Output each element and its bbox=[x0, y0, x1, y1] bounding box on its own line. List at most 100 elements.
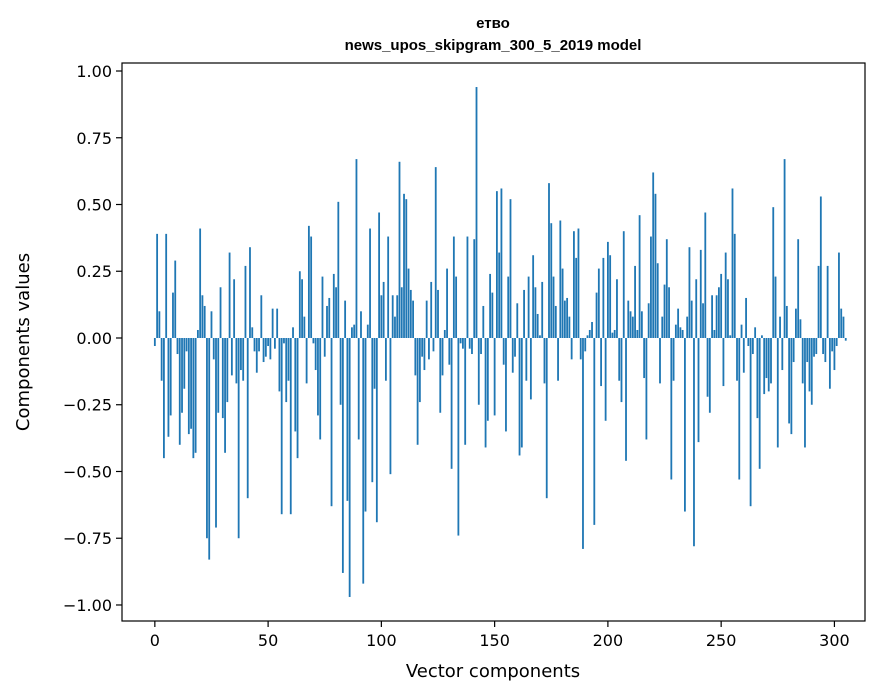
bar-component-256 bbox=[733, 233, 736, 338]
bar-component-81 bbox=[337, 201, 340, 338]
bar-component-172 bbox=[543, 338, 546, 384]
y-tick-label: 1.00 bbox=[76, 62, 112, 81]
bar-component-47 bbox=[260, 295, 263, 338]
bar-component-276 bbox=[779, 316, 781, 338]
bar-component-159 bbox=[514, 338, 516, 357]
bar-component-304 bbox=[842, 316, 845, 338]
bar-component-247 bbox=[713, 329, 716, 338]
bar-component-259 bbox=[740, 324, 743, 338]
bar-component-150 bbox=[493, 338, 496, 416]
bar-component-110 bbox=[403, 193, 405, 338]
bar-component-131 bbox=[450, 338, 453, 469]
y-tick-label: 0.50 bbox=[76, 196, 112, 215]
bar-component-224 bbox=[661, 316, 664, 338]
bar-component-257 bbox=[736, 338, 738, 381]
bar-component-21 bbox=[201, 295, 204, 338]
bar-component-152 bbox=[498, 252, 501, 338]
bar-component-1 bbox=[156, 233, 159, 338]
bar-component-237 bbox=[690, 300, 693, 338]
bar-component-118 bbox=[421, 338, 424, 357]
x-axis-label: Vector components bbox=[406, 661, 580, 682]
bar-component-211 bbox=[631, 316, 634, 338]
bar-component-54 bbox=[276, 308, 279, 338]
bar-component-19 bbox=[196, 329, 199, 338]
bar-component-270 bbox=[765, 338, 768, 379]
y-tick-label: 0.00 bbox=[76, 329, 112, 348]
bar-component-299 bbox=[831, 338, 834, 352]
bar-component-220 bbox=[652, 172, 655, 338]
bar-component-28 bbox=[217, 338, 220, 413]
bar-component-177 bbox=[554, 305, 557, 338]
bar-component-206 bbox=[620, 338, 623, 403]
bar-component-279 bbox=[785, 305, 788, 338]
bar-component-234 bbox=[684, 338, 686, 512]
bar-component-209 bbox=[627, 300, 630, 338]
bar-component-108 bbox=[398, 161, 401, 338]
plot-frame bbox=[121, 62, 866, 622]
x-tick-label: 0 bbox=[150, 631, 160, 650]
x-tick-label: 200 bbox=[593, 631, 624, 650]
bar-component-102 bbox=[384, 338, 387, 381]
bar-component-124 bbox=[434, 167, 437, 338]
bar-component-144 bbox=[480, 338, 482, 355]
bar-component-49 bbox=[264, 338, 267, 357]
bar-component-73 bbox=[319, 338, 322, 440]
bar-component-198 bbox=[602, 257, 605, 338]
bar-component-51 bbox=[269, 338, 272, 360]
bar-component-163 bbox=[523, 289, 525, 338]
bar-component-277 bbox=[781, 338, 784, 371]
bar-component-240 bbox=[697, 338, 700, 443]
bar-component-114 bbox=[412, 300, 414, 338]
bar-component-112 bbox=[407, 268, 410, 338]
bar-component-115 bbox=[414, 338, 417, 376]
bar-component-70 bbox=[312, 338, 315, 344]
chart-title: етво bbox=[476, 15, 510, 32]
bar-component-132 bbox=[452, 236, 455, 338]
bar-component-148 bbox=[489, 273, 492, 338]
bar-component-85 bbox=[346, 338, 349, 501]
bar-component-41 bbox=[246, 338, 249, 499]
bar-component-162 bbox=[520, 338, 523, 448]
bar-component-228 bbox=[670, 338, 673, 480]
bar-component-153 bbox=[500, 188, 503, 338]
bar-component-258 bbox=[738, 338, 741, 480]
bar-component-174 bbox=[548, 183, 550, 338]
bar-component-187 bbox=[577, 228, 580, 338]
bar-component-203 bbox=[613, 329, 616, 338]
bar-component-157 bbox=[509, 199, 512, 338]
bar-component-260 bbox=[742, 338, 745, 373]
bar-component-122 bbox=[430, 281, 433, 338]
bar-component-225 bbox=[663, 284, 666, 338]
bar-component-84 bbox=[344, 300, 347, 338]
bar-component-133 bbox=[455, 276, 458, 338]
bar-component-192 bbox=[588, 329, 591, 338]
bar-component-251 bbox=[722, 338, 725, 387]
bar-component-202 bbox=[611, 332, 614, 338]
bar-component-16 bbox=[190, 338, 192, 429]
bar-component-23 bbox=[206, 338, 208, 539]
bar-component-239 bbox=[695, 279, 698, 338]
bar-component-210 bbox=[629, 311, 632, 338]
bar-component-17 bbox=[192, 338, 195, 459]
bar-component-117 bbox=[418, 338, 421, 403]
bar-component-9 bbox=[174, 260, 177, 338]
bar-component-6 bbox=[167, 338, 170, 437]
bar-component-193 bbox=[591, 321, 593, 338]
bar-component-39 bbox=[242, 338, 245, 381]
bar-component-183 bbox=[568, 316, 571, 338]
bar-component-32 bbox=[226, 338, 229, 403]
bar-component-138 bbox=[466, 236, 469, 338]
bar-component-253 bbox=[727, 279, 729, 338]
bar-component-196 bbox=[597, 268, 600, 338]
bar-component-232 bbox=[679, 327, 682, 338]
bar-component-231 bbox=[677, 308, 680, 338]
bar-component-178 bbox=[557, 338, 559, 381]
bar-component-31 bbox=[224, 338, 226, 453]
bar-component-158 bbox=[511, 338, 514, 373]
bar-component-7 bbox=[169, 338, 172, 416]
x-tick-label: 50 bbox=[258, 631, 278, 650]
bar-component-281 bbox=[790, 338, 793, 435]
bar-component-13 bbox=[183, 338, 186, 389]
bar-component-59 bbox=[287, 338, 290, 381]
bar-component-45 bbox=[255, 338, 258, 373]
